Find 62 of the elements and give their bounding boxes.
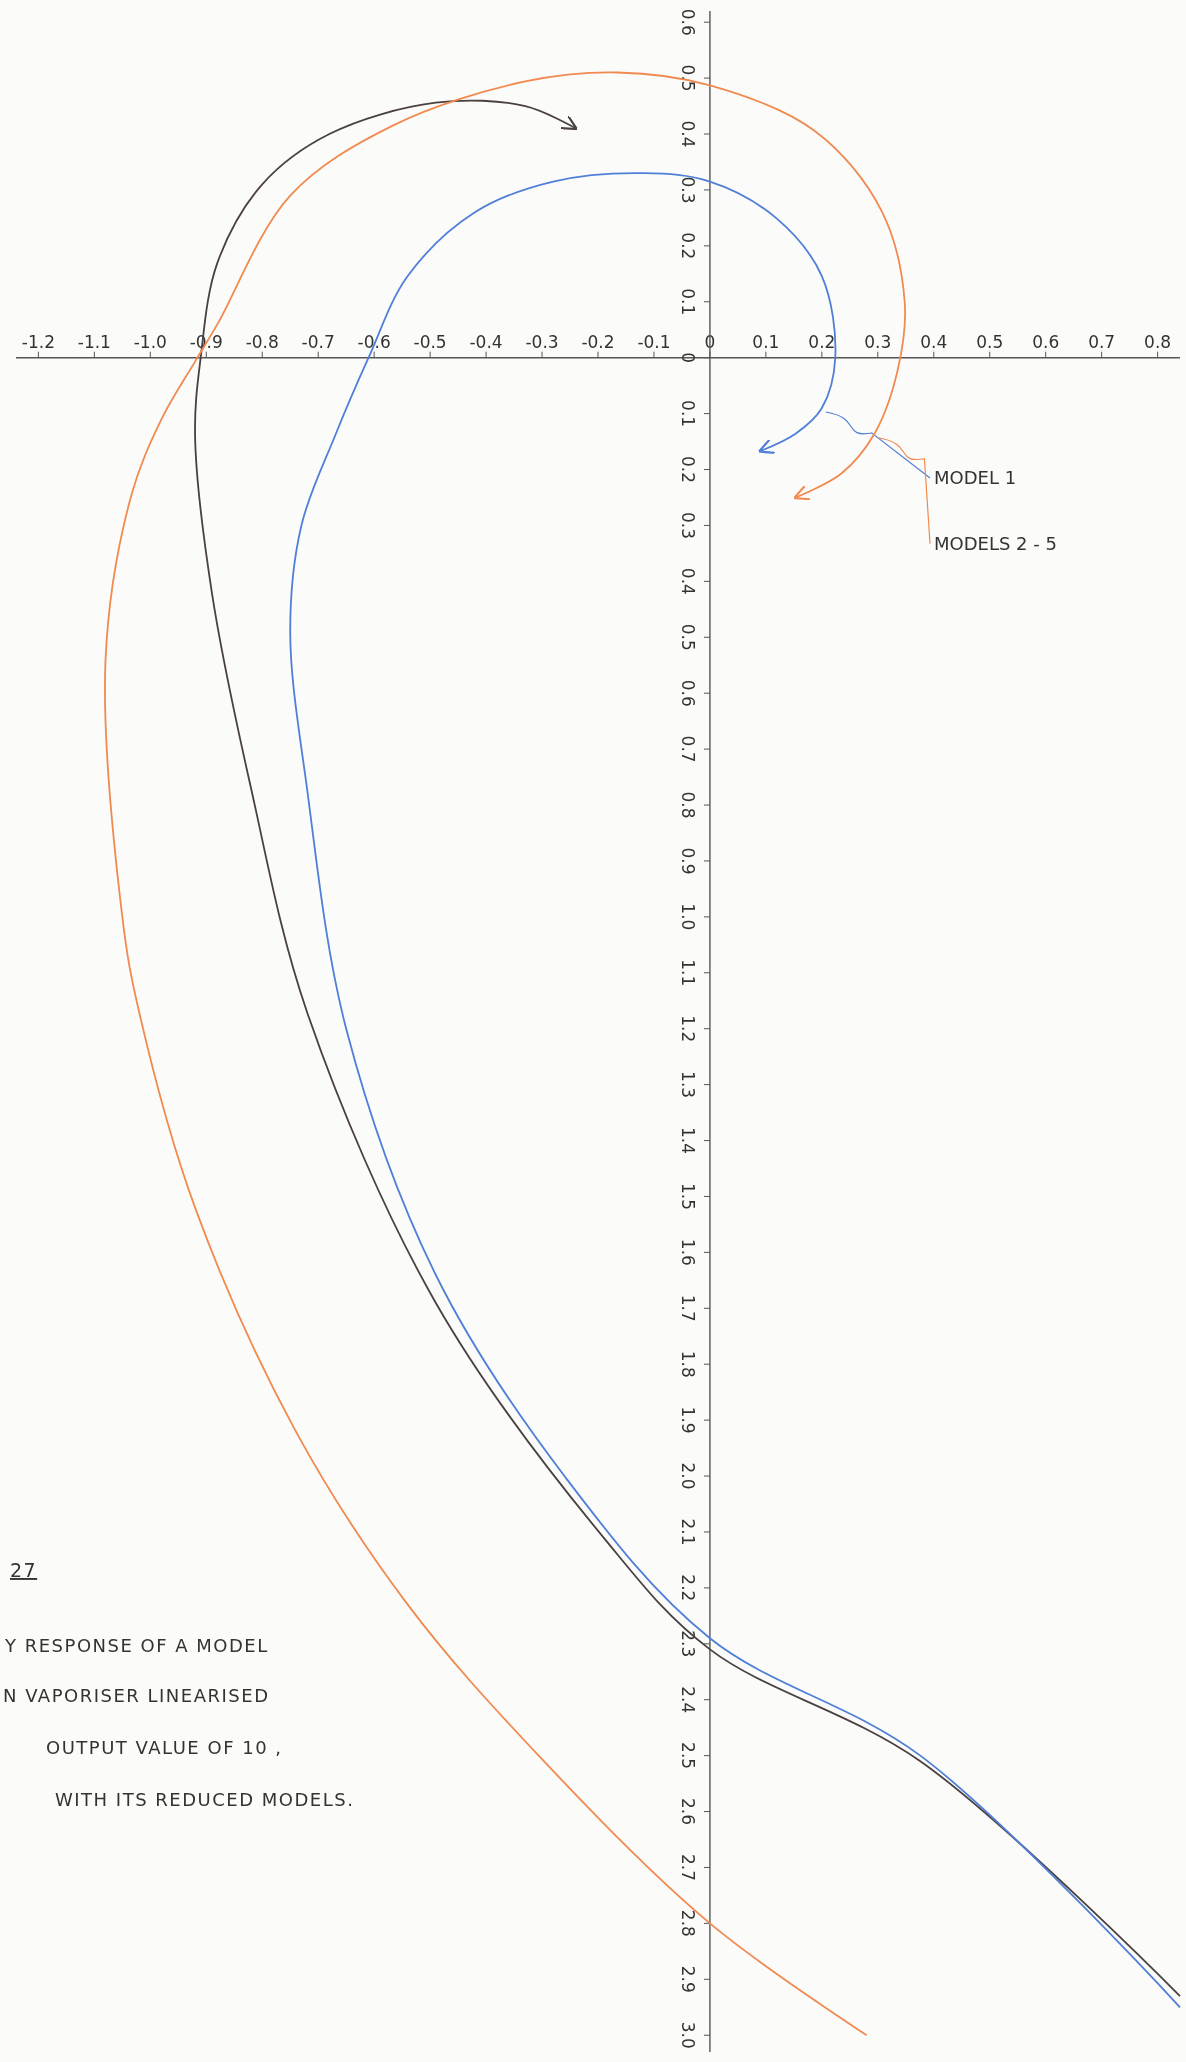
- y-tick-label: 0.1: [677, 400, 698, 428]
- x-tick-label: -0.5: [413, 331, 447, 352]
- y-tick-label: 1.6: [677, 1238, 698, 1266]
- y-tick-label: 3.0: [677, 2021, 698, 2049]
- y-tick-label: 1.9: [677, 1406, 698, 1434]
- x-tick-label: -0.4: [469, 331, 503, 352]
- y-tick-label: 0.7: [677, 735, 698, 763]
- y-tick-label: 1.2: [677, 1015, 698, 1043]
- y-tick-label: 0.1: [677, 288, 698, 316]
- x-tick-label: 0.8: [1144, 331, 1172, 352]
- x-tick-label: 0.3: [864, 331, 892, 352]
- annotation: OUTPUT VALUE OF 10 ,: [46, 1737, 283, 1758]
- y-tick-label: 2.9: [677, 1965, 698, 1993]
- y-tick-label: 2.2: [677, 1574, 698, 1602]
- y-tick-label: 1.5: [677, 1182, 698, 1210]
- y-tick-label: 2.4: [677, 1686, 698, 1714]
- y-tick-label: 2.0: [677, 1462, 698, 1490]
- y-tick-label: 0.5: [677, 623, 698, 651]
- y-tick-label: 0.9: [677, 847, 698, 875]
- y-tick-label: 0.6: [677, 8, 698, 36]
- x-tick-label: 0.5: [976, 331, 1004, 352]
- text: MODEL 1: [934, 467, 1017, 489]
- y-tick-label: 2.6: [677, 1798, 698, 1826]
- x-tick-label: -0.2: [581, 331, 615, 352]
- text: MODELS 2 - 5: [934, 532, 1057, 554]
- x-tick-label: -0.1: [637, 331, 671, 352]
- y-tick-label: 2.3: [677, 1630, 698, 1658]
- y-tick-label: 1.4: [677, 1127, 698, 1155]
- y-tick-label: 1.8: [677, 1350, 698, 1378]
- x-tick-label: 0.1: [752, 331, 780, 352]
- annotation: N VAPORISER LINEARISED: [3, 1685, 270, 1706]
- y-tick-label: 1.1: [677, 959, 698, 987]
- annotation: Y RESPONSE OF A MODEL: [4, 1635, 269, 1656]
- y-tick-label: 1.7: [677, 1294, 698, 1322]
- y-tick-label: 1.3: [677, 1071, 698, 1099]
- x-tick-label: -1.2: [21, 331, 55, 352]
- x-tick-label: -0.7: [301, 331, 335, 352]
- annotation: WITH ITS REDUCED MODELS.: [55, 1789, 355, 1810]
- y-tick-label: 2.5: [677, 1742, 698, 1770]
- x-tick-label: -0.8: [245, 331, 279, 352]
- x-tick-label: 0.6: [1032, 331, 1060, 352]
- annotation: 27: [10, 1559, 38, 1581]
- y-tick-label: 1.0: [677, 903, 698, 931]
- y-tick-label: 2.7: [677, 1853, 698, 1881]
- y-tick-label: 0.3: [677, 176, 698, 204]
- y-tick-label: 0: [677, 352, 698, 364]
- y-tick-label: 0.2: [677, 456, 698, 484]
- x-tick-label: -0.3: [525, 331, 559, 352]
- x-tick-label: 0.2: [808, 331, 836, 352]
- y-tick-label: 2.1: [677, 1518, 698, 1546]
- x-tick-label: 0.4: [920, 331, 948, 352]
- y-tick-label: 0.6: [677, 679, 698, 707]
- x-tick-label: -1.0: [133, 331, 167, 352]
- y-tick-label: 0.2: [677, 232, 698, 260]
- x-tick-label: -1.1: [77, 331, 111, 352]
- y-tick-label: 0.4: [677, 120, 698, 148]
- y-tick-label: 0.5: [677, 64, 698, 92]
- y-tick-label: 0.8: [677, 791, 698, 819]
- y-tick-label: 0.3: [677, 511, 698, 539]
- y-tick-label: 0.4: [677, 567, 698, 595]
- x-tick-label: 0.7: [1088, 331, 1116, 352]
- y-tick-label: 2.8: [677, 1909, 698, 1937]
